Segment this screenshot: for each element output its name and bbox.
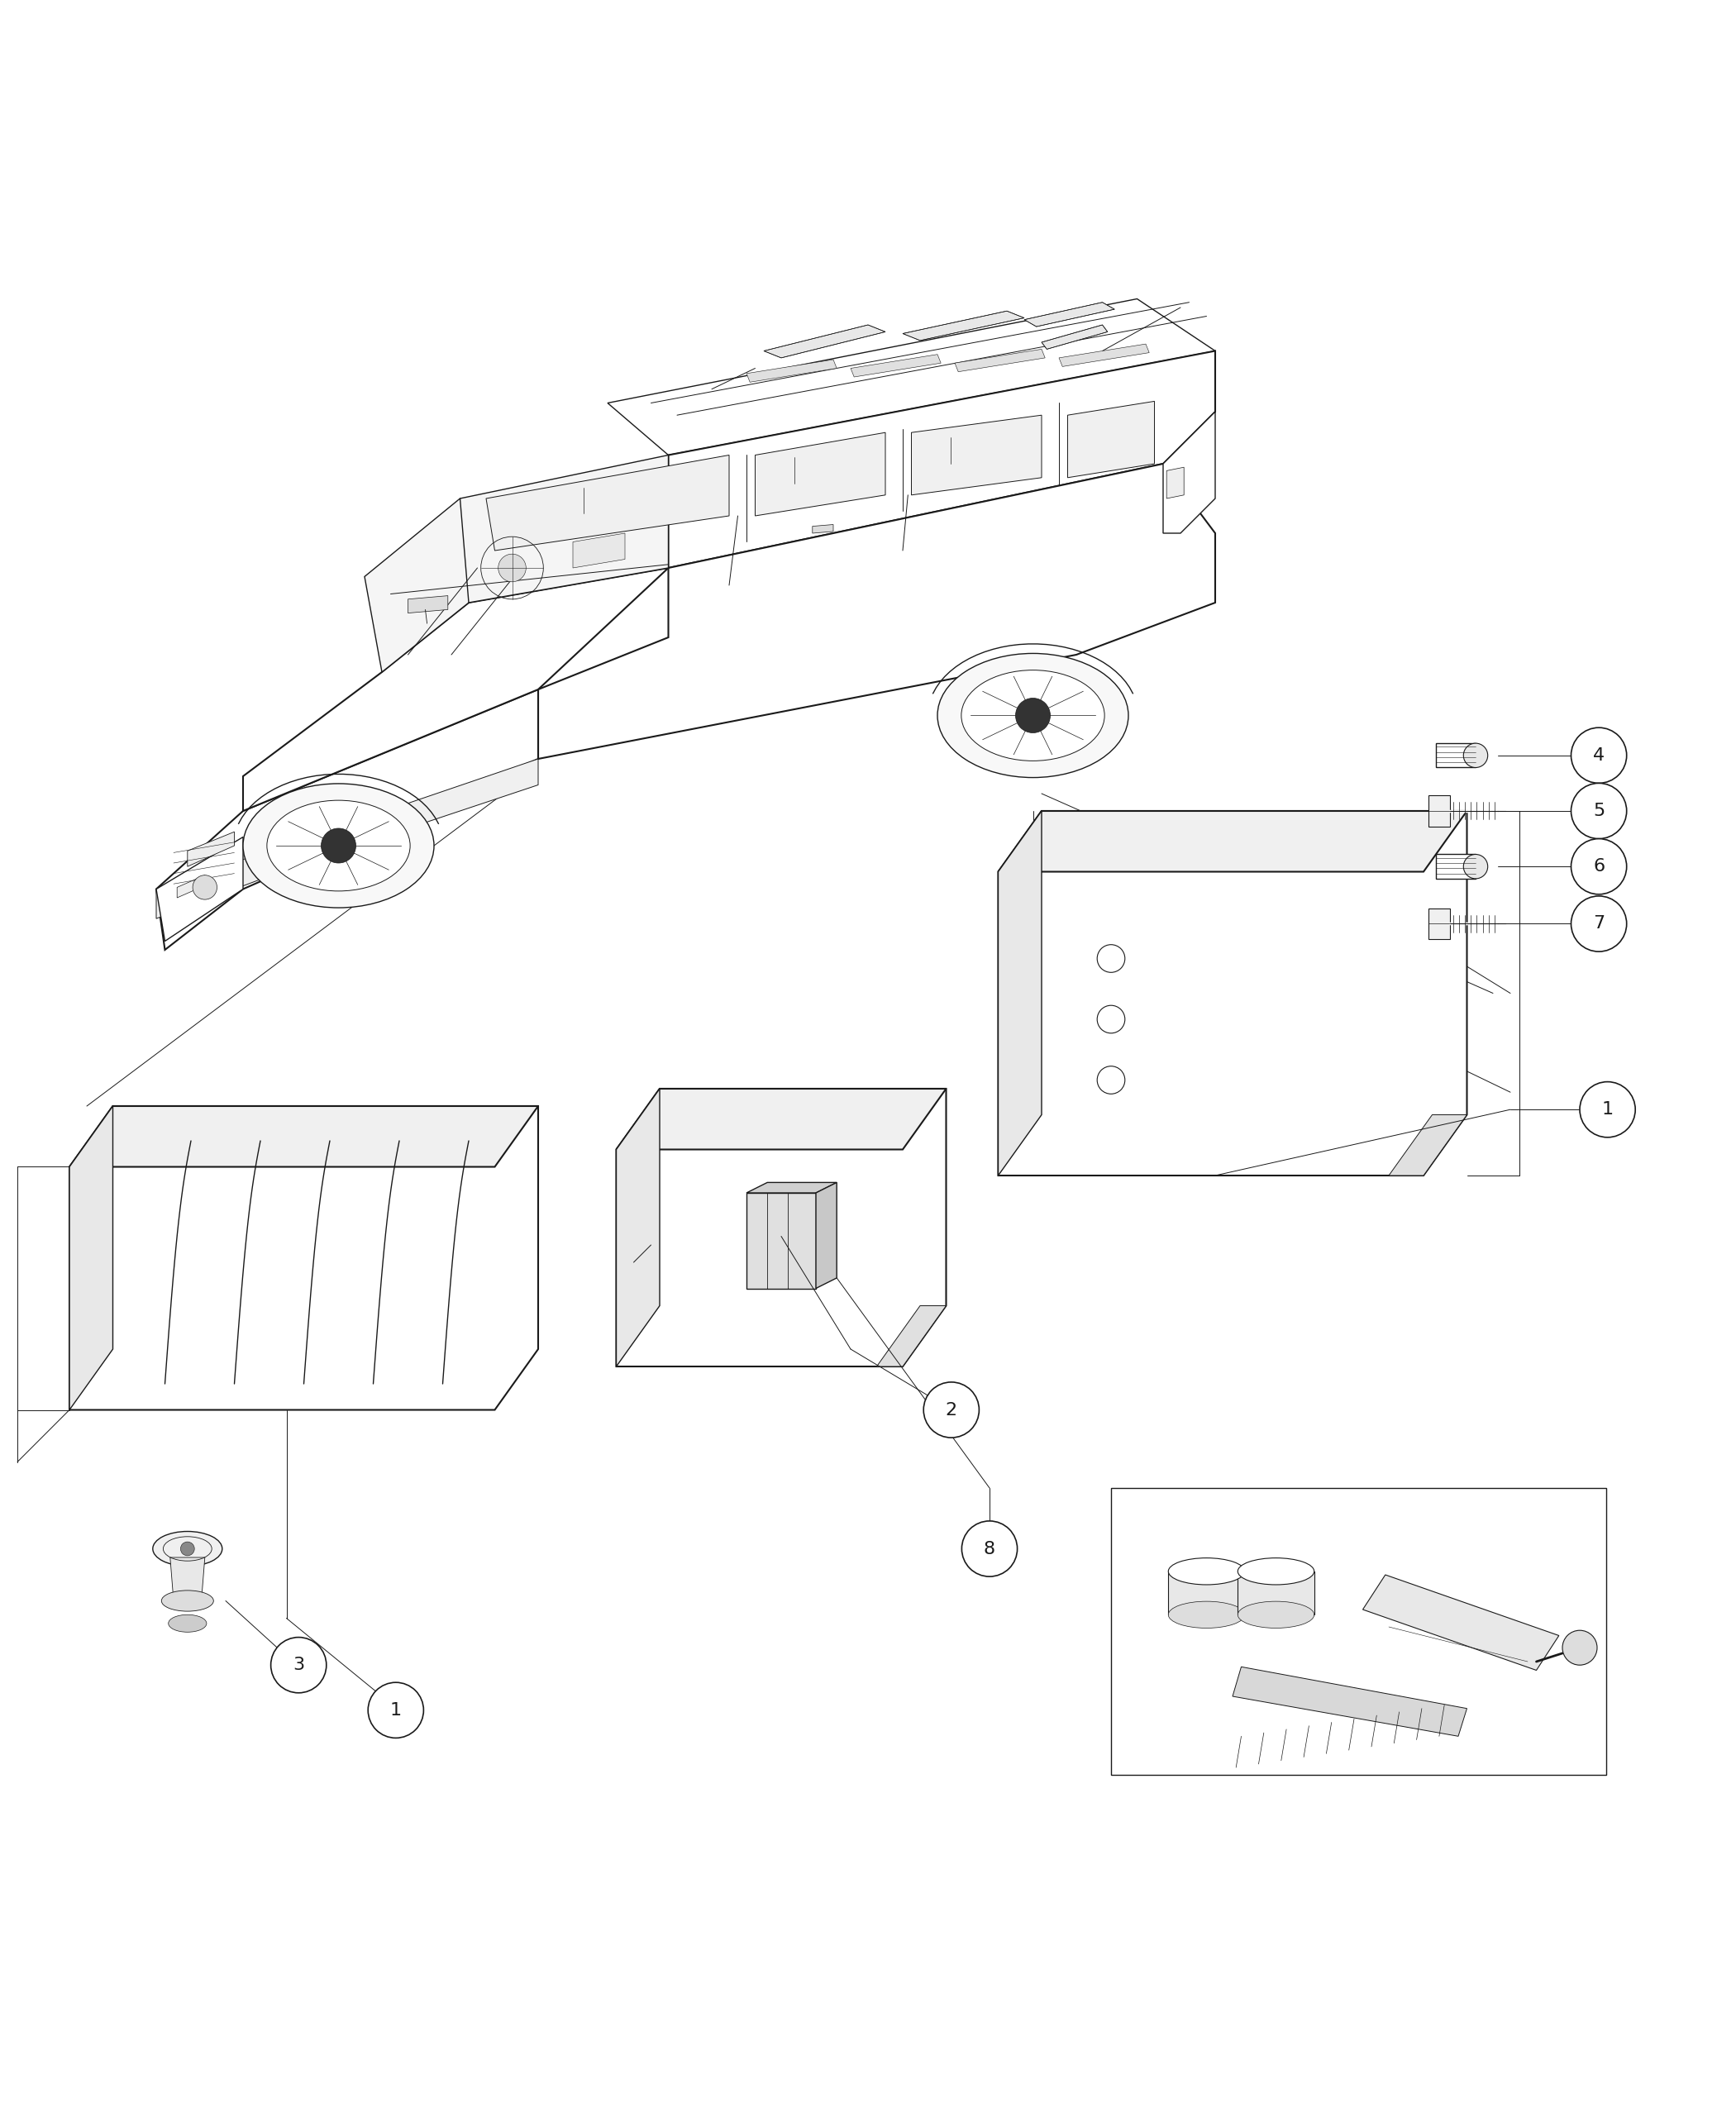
Polygon shape [998,812,1467,873]
Polygon shape [1042,325,1108,350]
Polygon shape [616,1088,946,1366]
Circle shape [1097,1067,1125,1094]
Polygon shape [1167,468,1184,497]
Ellipse shape [937,653,1128,778]
Polygon shape [69,1107,538,1168]
Circle shape [1097,1006,1125,1033]
Polygon shape [1429,909,1450,940]
Polygon shape [69,1107,538,1410]
Circle shape [321,828,356,862]
Polygon shape [243,567,668,812]
Polygon shape [365,455,668,672]
Polygon shape [1363,1575,1559,1670]
Ellipse shape [962,670,1104,761]
Circle shape [1097,944,1125,972]
Circle shape [1580,1081,1635,1138]
Polygon shape [1168,1570,1245,1615]
Polygon shape [408,597,448,613]
Circle shape [181,1541,194,1556]
Circle shape [1571,896,1627,951]
Polygon shape [668,350,1215,567]
Circle shape [1571,784,1627,839]
Ellipse shape [161,1589,214,1611]
Polygon shape [998,812,1467,1176]
Polygon shape [573,533,625,567]
Circle shape [498,554,526,582]
Bar [1111,1488,1606,1775]
Text: 2: 2 [946,1402,957,1419]
Polygon shape [177,875,205,898]
Circle shape [368,1682,424,1737]
Polygon shape [746,360,837,382]
Circle shape [271,1638,326,1693]
Text: 8: 8 [984,1541,995,1558]
Polygon shape [903,312,1024,341]
Circle shape [1571,727,1627,784]
Circle shape [1016,698,1050,734]
Polygon shape [616,1088,660,1366]
Circle shape [1571,839,1627,894]
Polygon shape [998,812,1042,1176]
Polygon shape [608,299,1215,455]
Circle shape [962,1522,1017,1577]
Ellipse shape [1238,1602,1314,1627]
Text: 7: 7 [1594,915,1604,932]
Polygon shape [1068,401,1154,479]
Circle shape [1463,854,1488,879]
Polygon shape [812,525,833,533]
Polygon shape [1059,344,1149,367]
Polygon shape [1436,854,1476,879]
Polygon shape [851,354,941,377]
Polygon shape [1429,795,1450,826]
Polygon shape [486,455,729,550]
Polygon shape [187,833,234,866]
Polygon shape [955,350,1045,371]
Polygon shape [755,432,885,516]
Polygon shape [156,759,538,919]
Polygon shape [170,1558,205,1600]
Polygon shape [69,1107,113,1410]
Polygon shape [1238,1570,1314,1615]
Polygon shape [1163,411,1215,533]
Polygon shape [764,325,885,358]
Polygon shape [746,1183,837,1193]
Circle shape [193,875,217,900]
Ellipse shape [1168,1602,1245,1627]
Text: 1: 1 [1602,1100,1613,1117]
Circle shape [924,1383,979,1438]
Text: 1: 1 [391,1701,401,1718]
Text: 4: 4 [1594,746,1604,763]
Polygon shape [816,1183,837,1288]
Polygon shape [877,1305,946,1366]
Ellipse shape [243,784,434,909]
Circle shape [1562,1629,1597,1665]
Ellipse shape [267,801,410,892]
Ellipse shape [1238,1558,1314,1585]
Text: 3: 3 [293,1657,304,1674]
Polygon shape [1436,744,1476,767]
Polygon shape [538,464,1215,759]
Text: 6: 6 [1594,858,1604,875]
Polygon shape [156,837,243,940]
Polygon shape [616,1088,946,1149]
Ellipse shape [1168,1558,1245,1585]
Ellipse shape [153,1530,222,1566]
Circle shape [1463,744,1488,767]
Polygon shape [911,415,1042,495]
Polygon shape [1233,1667,1467,1737]
Ellipse shape [168,1615,207,1632]
Text: 5: 5 [1594,803,1604,820]
Polygon shape [1389,1115,1467,1176]
Polygon shape [746,1193,816,1288]
Polygon shape [156,689,538,951]
Polygon shape [1024,301,1115,327]
